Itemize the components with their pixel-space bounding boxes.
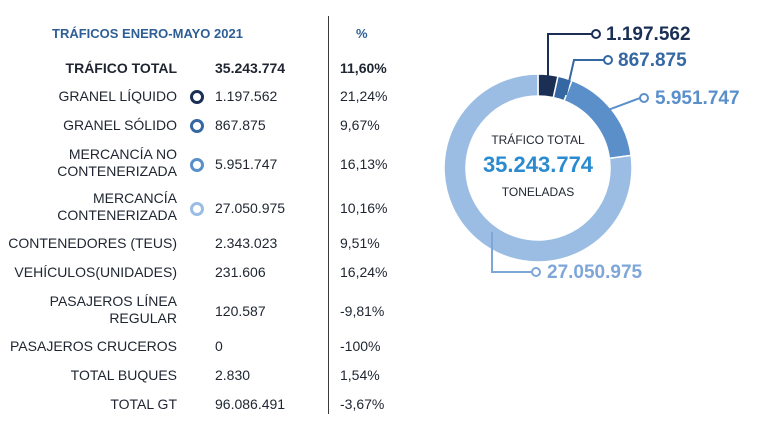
row-pct: 1,54% <box>340 367 380 383</box>
row-pct: 9,67% <box>340 117 380 133</box>
table-row: TOTAL GT 96.086.491 -3,67% <box>0 396 395 414</box>
legend-dot-icon <box>190 119 204 133</box>
leader-line <box>491 232 532 273</box>
row-value: 1.197.562 <box>215 88 278 104</box>
pct-header: % <box>356 26 368 41</box>
row-label: MERCANCÍA CONTENERIZADA <box>57 190 177 224</box>
legend-dot-icon <box>190 90 204 104</box>
table-row: PASAJEROS CRUCEROS 0 -100% <box>0 338 395 356</box>
table-row: GRANEL SÓLIDO 867.875 9,67% <box>0 117 395 135</box>
row-value: 2.343.023 <box>215 235 278 251</box>
row-label-line1: GRANEL SÓLIDO <box>63 117 177 133</box>
table-row: TRÁFICO TOTAL 35.243.774 11,60% <box>0 60 395 78</box>
legend-dot-icon <box>190 202 204 216</box>
table-row: CONTENEDORES (TEUS) 2.343.023 9,51% <box>0 235 395 253</box>
row-label-line2: CONTENERIZADA <box>57 163 177 179</box>
slice-value-label: 867.875 <box>618 50 687 71</box>
row-label-line1: MERCANCÍA <box>92 190 177 206</box>
column-divider <box>328 16 329 414</box>
row-value: 35.243.774 <box>215 60 286 76</box>
row-label-line1: PASAJEROS CRUCEROS <box>10 338 177 354</box>
row-label: TOTAL GT <box>110 396 177 413</box>
row-label: MERCANCÍA NO CONTENERIZADA <box>57 146 177 180</box>
row-value: 2.830 <box>215 367 251 383</box>
row-label: VEHÍCULOS(UNIDADES) <box>14 264 177 281</box>
row-pct: 21,24% <box>340 88 388 104</box>
row-value: 0 <box>215 338 223 354</box>
row-pct: -9,81% <box>340 303 385 319</box>
row-label-line1: TOTAL BUQUES <box>70 367 177 383</box>
row-label: PASAJEROS CRUCEROS <box>10 338 177 355</box>
leader-end-icon <box>591 29 601 39</box>
leader-end-icon <box>639 93 649 103</box>
row-pct: 11,60% <box>340 60 387 76</box>
slice-value-label: 5.951.747 <box>655 88 740 109</box>
donut-center-title: TRÁFICO TOTAL <box>491 132 585 147</box>
row-label: CONTENEDORES (TEUS) <box>8 235 177 252</box>
donut-slice <box>443 73 633 263</box>
row-value: 231.606 <box>215 264 266 280</box>
table-row: GRANEL LÍQUIDO 1.197.562 21,24% <box>0 88 395 106</box>
leader-end-icon <box>531 267 541 277</box>
row-pct: 16,13% <box>340 156 388 172</box>
row-label-line1: MERCANCÍA NO <box>68 146 177 162</box>
legend-dot-icon <box>190 158 204 172</box>
row-pct: -100% <box>340 338 381 354</box>
row-value: 5.951.747 <box>215 156 278 172</box>
row-value: 120.587 <box>215 303 266 319</box>
row-pct: 10,16% <box>340 200 388 216</box>
row-label-line1: TRÁFICO TOTAL <box>65 60 177 76</box>
row-pct: 9,51% <box>340 235 380 251</box>
row-value: 27.050.975 <box>215 200 286 216</box>
row-label-line1: TOTAL GT <box>110 396 177 412</box>
slice-value-label: 27.050.975 <box>547 262 643 283</box>
table-row: TOTAL BUQUES 2.830 1,54% <box>0 367 395 385</box>
row-value: 96.086.491 <box>215 396 286 412</box>
row-value: 867.875 <box>215 117 266 133</box>
leader-line <box>607 97 641 111</box>
row-pct: 16,24% <box>340 264 388 280</box>
leader-line <box>547 33 592 86</box>
donut-center-unit: TONELADAS <box>502 185 574 199</box>
row-label: TOTAL BUQUES <box>71 367 177 384</box>
row-label: GRANEL LÍQUIDO <box>58 88 177 105</box>
table-row: MERCANCÍA CONTENERIZADA 27.050.975 10,16% <box>0 190 395 226</box>
donut-center-value: 35.243.774 <box>483 152 594 177</box>
row-label-line1: VEHÍCULOS(UNIDADES) <box>14 264 177 280</box>
row-label-line2: CONTENERIZADA <box>57 207 177 223</box>
row-label: GRANEL SÓLIDO <box>63 117 177 134</box>
row-label-line1: GRANEL LÍQUIDO <box>58 88 177 104</box>
leader-end-icon <box>603 55 613 65</box>
table-row: PASAJEROS LÍNEA REGULAR 120.587 -9,81% <box>0 293 395 329</box>
table-title: TRÁFICOS ENERO-MAYO 2021 <box>52 26 243 41</box>
row-pct: -3,67% <box>340 396 385 412</box>
leader-line <box>565 59 604 96</box>
row-label-line1: PASAJEROS LÍNEA <box>49 293 177 309</box>
table-row: MERCANCÍA NO CONTENERIZADA 5.951.747 16,13% <box>0 146 395 182</box>
row-label-line2: REGULAR <box>109 310 177 326</box>
slice-value-label: 1.197.562 <box>606 24 691 45</box>
table-row: VEHÍCULOS(UNIDADES) 231.606 16,24% <box>0 264 395 282</box>
row-label-line1: CONTENEDORES (TEUS) <box>8 235 177 251</box>
row-label: PASAJEROS LÍNEA REGULAR <box>50 293 177 327</box>
row-label: TRÁFICO TOTAL <box>66 60 177 77</box>
